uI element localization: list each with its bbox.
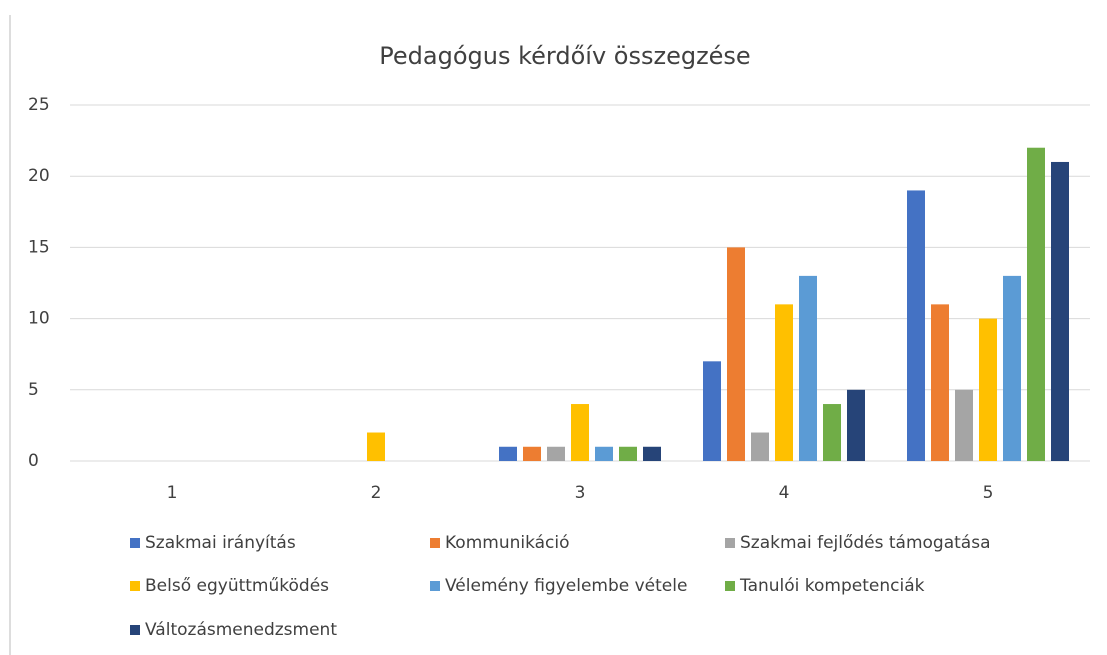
legend-label: Szakmai irányítás bbox=[145, 533, 296, 553]
x-tick-label: 4 bbox=[779, 483, 790, 503]
bar bbox=[775, 304, 793, 461]
bar bbox=[499, 446, 517, 461]
legend-swatch bbox=[430, 581, 440, 591]
legend-label: Vélemény figyelembe vétele bbox=[445, 576, 687, 596]
bar bbox=[1051, 161, 1069, 461]
bar bbox=[823, 404, 841, 461]
legend-label: Változásmenedzsment bbox=[145, 620, 337, 640]
bar bbox=[643, 446, 661, 461]
bar bbox=[751, 432, 769, 461]
legend-label: Tanulói kompetenciák bbox=[739, 576, 925, 596]
bar bbox=[595, 446, 613, 461]
bar bbox=[727, 247, 745, 461]
bar bbox=[547, 446, 565, 461]
bar bbox=[1027, 147, 1045, 461]
bar bbox=[367, 432, 385, 461]
y-tick-label: 20 bbox=[28, 166, 50, 186]
bar bbox=[1003, 275, 1021, 461]
legend-swatch bbox=[130, 538, 140, 548]
bar bbox=[523, 446, 541, 461]
bar bbox=[571, 404, 589, 461]
legend-swatch bbox=[430, 538, 440, 548]
bar bbox=[979, 318, 997, 461]
x-tick-label: 1 bbox=[167, 483, 178, 503]
bar bbox=[847, 389, 865, 461]
bar bbox=[955, 389, 973, 461]
legend-swatch bbox=[725, 581, 735, 591]
legend-label: Kommunikáció bbox=[445, 533, 570, 553]
legend-swatch bbox=[130, 625, 140, 635]
y-tick-label: 0 bbox=[28, 451, 39, 471]
y-tick-label: 15 bbox=[28, 237, 50, 257]
bar bbox=[799, 275, 817, 461]
legend-label: Belső együttműködés bbox=[145, 576, 329, 596]
bar bbox=[619, 446, 637, 461]
y-tick-label: 10 bbox=[28, 309, 50, 329]
y-tick-label: 25 bbox=[28, 95, 50, 115]
bar bbox=[703, 361, 721, 461]
x-tick-label: 2 bbox=[371, 483, 382, 503]
legend-label: Szakmai fejlődés támogatása bbox=[740, 533, 991, 553]
y-tick-label: 5 bbox=[28, 380, 39, 400]
x-tick-label: 5 bbox=[983, 483, 994, 503]
chart-title: Pedagógus kérdőív összegzése bbox=[379, 42, 750, 70]
x-tick-label: 3 bbox=[575, 483, 586, 503]
legend-swatch bbox=[725, 538, 735, 548]
bar bbox=[931, 304, 949, 461]
legend-swatch bbox=[130, 581, 140, 591]
bar bbox=[907, 190, 925, 461]
